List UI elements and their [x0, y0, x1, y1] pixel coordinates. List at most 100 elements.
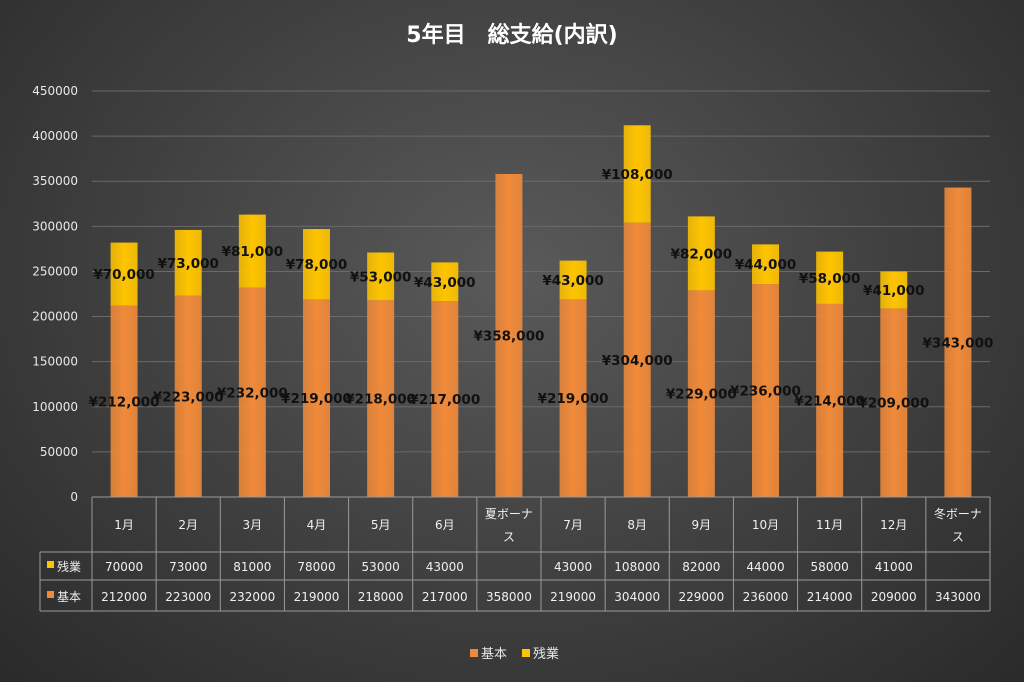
- category-label: ス: [503, 530, 515, 544]
- bar-base: [174, 295, 202, 497]
- bar-overtime: [303, 229, 330, 300]
- data-label-base: ¥214,000: [794, 393, 865, 409]
- category-label: 5月: [371, 518, 391, 532]
- data-label-base: ¥358,000: [473, 329, 544, 345]
- y-tick-label: 250000: [32, 264, 78, 278]
- table-cell-overtime: 78000: [297, 560, 335, 574]
- bar-base: [623, 222, 651, 498]
- legend-swatch-base: [470, 649, 478, 657]
- bar-overtime: [623, 125, 651, 223]
- y-tick-label: 350000: [32, 174, 78, 188]
- bar-base: [687, 290, 715, 497]
- table-cell-base: 236000: [743, 590, 789, 604]
- data-label-base: ¥236,000: [730, 384, 801, 400]
- table-cell-base: 212000: [101, 590, 147, 604]
- table-cell-base: 217000: [422, 590, 468, 604]
- data-label-overtime: ¥81,000: [222, 244, 284, 260]
- table-cell-overtime: 81000: [233, 560, 271, 574]
- category-label: 11月: [816, 518, 843, 532]
- table-cell-overtime: 44000: [746, 560, 784, 574]
- bar-base: [559, 299, 587, 497]
- table-cell-overtime: 53000: [362, 560, 400, 574]
- data-label-overtime: ¥44,000: [735, 257, 797, 273]
- bar-overtime: [880, 271, 908, 309]
- data-label-overtime: ¥58,000: [799, 271, 861, 287]
- chart-title: 5年目 総支給(内訳): [406, 22, 617, 48]
- table-cell-base: 219000: [294, 590, 340, 604]
- data-label-base: ¥219,000: [538, 391, 609, 407]
- y-tick-label: 300000: [32, 219, 78, 233]
- y-tick-label: 100000: [32, 400, 78, 414]
- legend-label-overtime: 残業: [533, 646, 559, 662]
- data-label-base: ¥212,000: [89, 394, 160, 410]
- table-cell-overtime: 108000: [614, 560, 660, 574]
- bar-base: [110, 305, 138, 497]
- bars: [110, 125, 972, 498]
- category-label: 1月: [114, 518, 134, 532]
- bar-overtime: [559, 260, 587, 300]
- y-tick-label: 50000: [40, 445, 78, 459]
- bar-overtime: [110, 242, 138, 306]
- data-label-overtime: ¥108,000: [602, 167, 673, 183]
- data-label-overtime: ¥41,000: [863, 283, 925, 299]
- y-tick-label: 150000: [32, 355, 78, 369]
- row-header-overtime: 残業: [57, 560, 81, 574]
- data-label-base: ¥209,000: [858, 396, 929, 412]
- row-header-base: 基本: [57, 590, 81, 604]
- bar-base: [495, 174, 523, 497]
- table-cell-overtime: 73000: [169, 560, 207, 574]
- data-label-overtime: ¥70,000: [93, 267, 155, 283]
- category-label: 10月: [752, 518, 779, 532]
- bar-overtime: [816, 251, 844, 304]
- bar-base: [944, 187, 972, 497]
- table-cell-base: 209000: [871, 590, 917, 604]
- table-cell-base: 229000: [678, 590, 724, 604]
- bar-base: [752, 284, 779, 497]
- data-label-overtime: ¥43,000: [542, 273, 604, 289]
- data-label-base: ¥218,000: [345, 392, 416, 408]
- y-tick-label: 400000: [32, 129, 78, 143]
- data-table: 1月 70000 212000 2月 73000 223000 3月 81000 232000 4…: [39, 496, 991, 612]
- y-tick-label: 0: [70, 490, 78, 504]
- category-label: 9月: [692, 518, 712, 532]
- data-label-base: ¥304,000: [602, 353, 673, 369]
- table-cell-overtime: 82000: [682, 560, 720, 574]
- table-cell-base: 232000: [229, 590, 275, 604]
- bar-overtime: [687, 216, 715, 291]
- data-label-base: ¥217,000: [409, 392, 480, 408]
- row-key-base: [47, 591, 54, 598]
- data-label-overtime: ¥53,000: [350, 269, 412, 285]
- bar-overtime: [367, 252, 395, 301]
- category-label: 4月: [307, 518, 327, 532]
- legend: 基本 残業: [470, 646, 559, 662]
- category-label: 6月: [435, 518, 455, 532]
- category-label: 夏ボーナ: [485, 507, 533, 521]
- bar-base: [431, 301, 459, 497]
- bar-overtime: [431, 262, 459, 302]
- category-label: 8月: [627, 518, 647, 532]
- legend-label-base: 基本: [481, 647, 507, 662]
- table-cell-base: 304000: [614, 590, 660, 604]
- table-cell-base: 223000: [165, 590, 211, 604]
- bar-base: [238, 287, 266, 497]
- data-labels: ¥70,000 ¥212,000 ¥73,000 ¥223,000 ¥81,000 ¥23…: [89, 167, 994, 412]
- table-cell-base: 358000: [486, 590, 532, 604]
- bar-overtime: [174, 229, 202, 296]
- category-label: 2月: [178, 518, 198, 532]
- data-label-overtime: ¥78,000: [286, 257, 348, 273]
- table-cell-overtime: 43000: [426, 560, 464, 574]
- table-cell-base: 214000: [807, 590, 853, 604]
- y-tick-label: 200000: [32, 310, 78, 324]
- gridlines: [92, 90, 990, 498]
- table-cell-base: 343000: [935, 590, 981, 604]
- legend-swatch-overtime: [522, 649, 530, 657]
- table-cell-overtime: 58000: [811, 560, 849, 574]
- y-axis: 0 50000 100000 150000 200000 250000 300000 3500…: [32, 84, 78, 504]
- table-cell-overtime: 43000: [554, 560, 592, 574]
- data-label-base: ¥219,000: [281, 391, 352, 407]
- table-cell-base: 219000: [550, 590, 596, 604]
- bar-base: [303, 299, 330, 497]
- category-label: 12月: [880, 518, 907, 532]
- data-label-overtime: ¥82,000: [671, 246, 733, 262]
- bar-overtime: [752, 244, 779, 285]
